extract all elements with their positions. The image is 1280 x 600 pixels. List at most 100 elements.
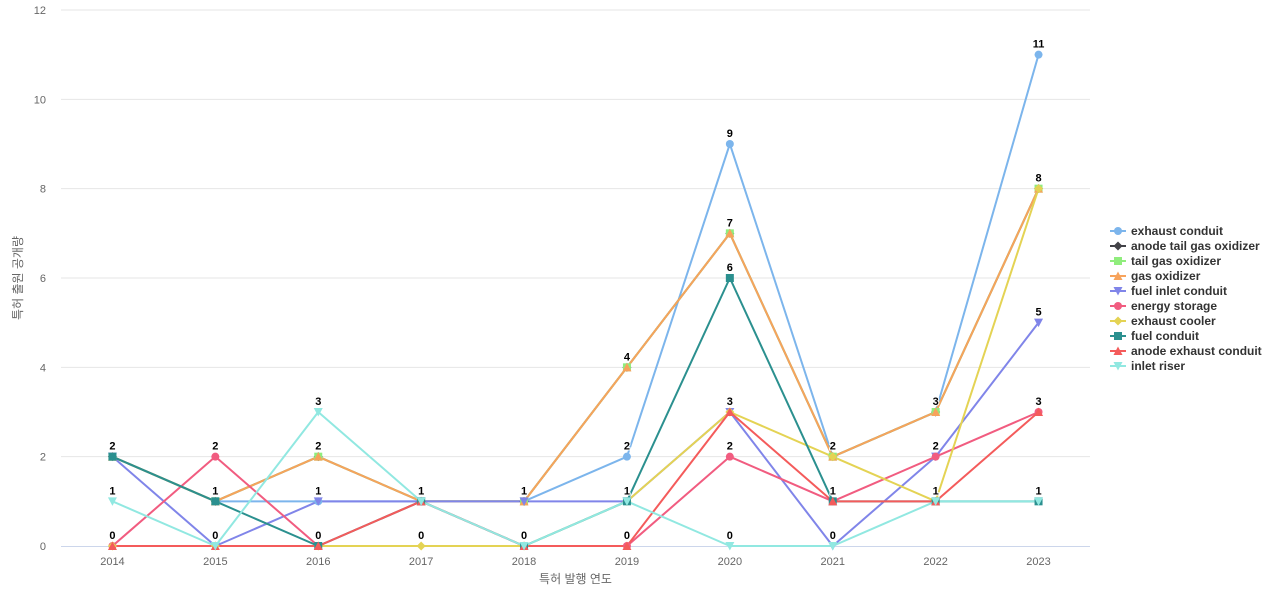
legend-swatch-marker	[1113, 241, 1123, 250]
data-label: 1	[624, 485, 630, 497]
data-label: 0	[212, 530, 218, 542]
data-point-inlet-riser[interactable]	[210, 542, 220, 551]
data-point-exhaust-conduit[interactable]	[622, 452, 631, 461]
data-point-gas-oxidizer[interactable]	[313, 452, 323, 461]
data-point-exhaust-cooler[interactable]	[828, 452, 838, 462]
legend-swatch	[1110, 346, 1126, 355]
legend-label: exhaust cooler	[1131, 313, 1216, 328]
data-label: 1	[418, 485, 424, 497]
legend: exhaust conduit anode tail gas oxidizer ta…	[1110, 223, 1262, 373]
data-point-fuel-inlet-conduit[interactable]	[1034, 318, 1044, 328]
legend-swatch	[1110, 301, 1126, 310]
data-point-exhaust-conduit[interactable]	[725, 140, 734, 148]
data-point-anode-exhaust-conduit[interactable]	[828, 496, 838, 506]
data-label: 2	[212, 441, 218, 453]
data-label: 6	[727, 262, 733, 274]
legend-item-exhaust-cooler[interactable]: exhaust cooler	[1110, 313, 1262, 328]
data-point-energy-storage[interactable]	[211, 452, 220, 461]
series-line-anode-tail-gas-oxidizer[interactable]	[111, 187, 1040, 503]
data-label: 1	[212, 485, 218, 497]
legend-item-energy-storage[interactable]: energy storage	[1110, 298, 1262, 313]
data-point-anode-exhaust-conduit[interactable]	[1034, 407, 1044, 417]
legend-label: inlet riser	[1131, 358, 1186, 373]
data-label: 3	[933, 396, 939, 408]
legend-item-fuel-inlet-conduit[interactable]: fuel inlet conduit	[1110, 283, 1262, 298]
legend-item-inlet-riser[interactable]: inlet riser	[1110, 358, 1262, 373]
legend-label: anode exhaust conduit	[1131, 343, 1262, 358]
data-label: 1	[1035, 485, 1041, 497]
x-tick-label: 2020	[718, 556, 742, 568]
data-point-inlet-riser[interactable]	[519, 542, 529, 551]
data-point-anode-exhaust-conduit[interactable]	[622, 541, 632, 551]
data-point-gas-oxidizer[interactable]	[931, 407, 941, 417]
x-tick-label: 2014	[100, 556, 124, 568]
legend-item-gas-oxidizer[interactable]: gas oxidizer	[1110, 268, 1262, 283]
data-point-fuel-inlet-conduit[interactable]	[519, 497, 529, 506]
data-label: 1	[830, 485, 836, 497]
legend-label: energy storage	[1131, 298, 1218, 313]
series-line-gas-oxidizer[interactable]	[111, 187, 1040, 503]
gridlines	[61, 9, 1090, 458]
data-point-inlet-riser[interactable]	[416, 497, 426, 506]
data-point-fuel-inlet-conduit[interactable]	[313, 497, 323, 506]
data-label: 1	[933, 485, 939, 497]
legend-item-tail-gas-oxidizer[interactable]: tail gas oxidizer	[1110, 253, 1262, 268]
data-point-inlet-riser[interactable]	[107, 497, 117, 506]
x-axis-title: 특허 발행 연도	[539, 571, 612, 586]
y-tick-label: 6	[40, 273, 46, 285]
legend-swatch	[1110, 271, 1126, 280]
data-point-inlet-riser[interactable]	[1034, 497, 1044, 506]
data-point-inlet-riser[interactable]	[931, 497, 941, 506]
legend-label: tail gas oxidizer	[1131, 253, 1222, 268]
series-line-fuel-conduit[interactable]	[111, 277, 1040, 547]
data-label: 3	[1035, 396, 1041, 408]
data-point-inlet-riser[interactable]	[725, 542, 735, 551]
data-point-gas-oxidizer[interactable]	[725, 228, 735, 238]
data-point-gas-oxidizer[interactable]	[622, 362, 632, 372]
y-axis-ticks: 0 2 4 6 8 10 12	[34, 5, 46, 553]
data-label: 9	[727, 128, 733, 140]
data-point-anode-exhaust-conduit[interactable]	[107, 541, 117, 551]
series-markers	[107, 50, 1044, 551]
data-label: 2	[933, 441, 939, 453]
series-line-tail-gas-oxidizer[interactable]	[111, 187, 1040, 503]
data-point-energy-storage[interactable]	[931, 452, 940, 461]
legend-item-exhaust-conduit[interactable]: exhaust conduit	[1110, 223, 1262, 238]
data-point-anode-exhaust-conduit[interactable]	[725, 407, 735, 417]
data-label: 0	[830, 530, 836, 542]
legend-item-anode-exhaust-conduit[interactable]: anode exhaust conduit	[1110, 343, 1262, 358]
legend-swatch-marker	[1114, 226, 1122, 235]
data-point-exhaust-cooler[interactable]	[1034, 184, 1044, 194]
data-point-fuel-conduit[interactable]	[108, 452, 117, 461]
legend-label: gas oxidizer	[1131, 268, 1201, 283]
x-axis-ticks: 2014 2015 2016 2017 2018 2019 2020 2021 2022 2023	[100, 556, 1051, 568]
legend-item-fuel-conduit[interactable]: fuel conduit	[1110, 328, 1262, 343]
y-tick-label: 0	[40, 541, 46, 553]
data-point-exhaust-conduit[interactable]	[1034, 50, 1043, 59]
data-point-inlet-riser[interactable]	[828, 542, 838, 551]
data-point-anode-exhaust-conduit[interactable]	[313, 541, 323, 551]
data-label: 5	[1035, 307, 1041, 319]
legend-swatch	[1110, 316, 1126, 325]
data-label: 0	[521, 530, 527, 542]
x-tick-label: 2018	[512, 556, 536, 568]
data-label: 0	[624, 530, 630, 542]
series-line-inlet-riser[interactable]	[111, 411, 1040, 547]
series-line-anode-exhaust-conduit[interactable]	[111, 411, 1040, 547]
data-point-energy-storage[interactable]	[725, 452, 734, 461]
data-point-fuel-conduit[interactable]	[725, 274, 734, 282]
legend-swatch	[1110, 361, 1126, 370]
legend-swatch-marker	[1114, 256, 1122, 265]
x-tick-label: 2017	[409, 556, 433, 568]
data-point-inlet-riser[interactable]	[622, 497, 632, 506]
data-label: 2	[624, 441, 630, 453]
legend-item-anode-tail-gas-oxidizer[interactable]: anode tail gas oxidizer	[1110, 238, 1262, 253]
data-point-fuel-conduit[interactable]	[211, 497, 220, 506]
data-point-inlet-riser[interactable]	[313, 408, 323, 417]
data-point-exhaust-cooler[interactable]	[416, 541, 426, 551]
data-label: 8	[1035, 173, 1041, 185]
series-lines	[111, 53, 1040, 547]
legend-swatch	[1110, 286, 1126, 295]
